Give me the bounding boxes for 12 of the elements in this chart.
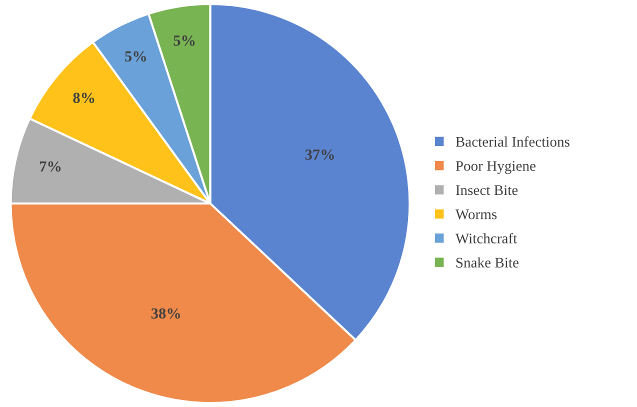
legend-label: Insect Bite (456, 185, 518, 196)
legend-label: Worms (455, 210, 497, 220)
data-label: 7% (40, 161, 61, 172)
data-label: 5% (125, 51, 146, 62)
data-label: 37% (305, 149, 334, 160)
data-label: 38% (151, 308, 180, 319)
data-label: 8% (73, 92, 94, 104)
legend-label: Snake Bite (456, 257, 518, 268)
legend-label: Poor Hygiene (456, 161, 536, 174)
legend-label: Bacterial Infections (456, 136, 570, 147)
data-label: 5% (174, 35, 195, 46)
legend-label: Witchcraft (455, 233, 518, 244)
